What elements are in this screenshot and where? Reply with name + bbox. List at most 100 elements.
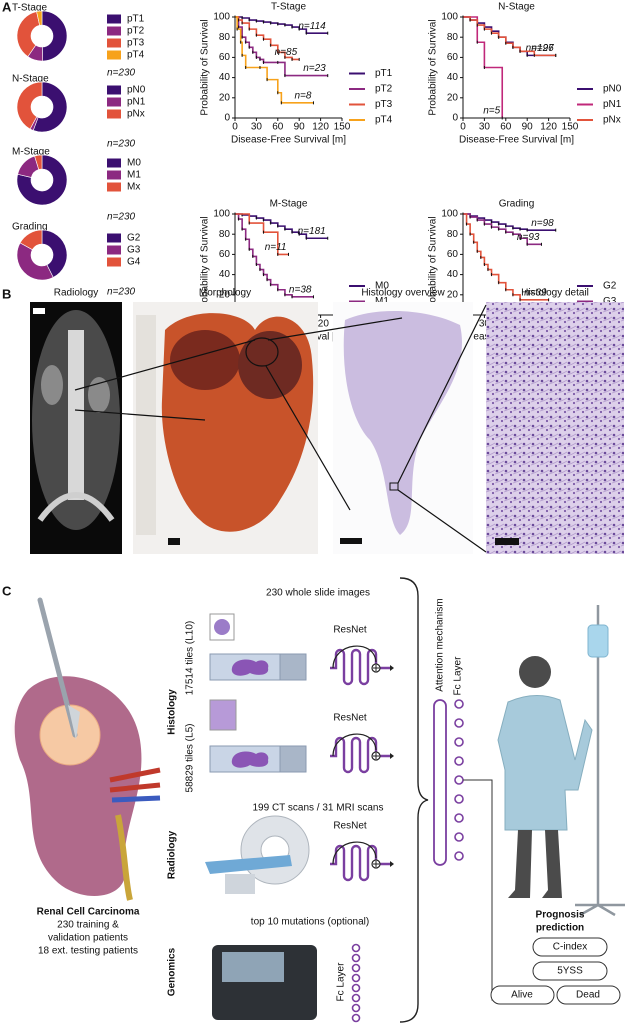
scanner-base — [225, 874, 255, 894]
specimen-kidney — [170, 330, 240, 390]
y-tick-label: 20 — [447, 289, 459, 300]
chart-note: n=230 — [107, 139, 136, 150]
chart-title: Grading — [12, 222, 48, 233]
legend-label: M0 — [127, 158, 141, 169]
output-title: Prognosis — [536, 910, 585, 921]
y-tick-label: 100 — [441, 209, 458, 220]
legend-label: G3 — [603, 296, 617, 307]
y-tick-label: 60 — [219, 52, 231, 63]
modality-label: Histology — [167, 689, 178, 735]
survival-curve — [235, 213, 289, 256]
x-tick-label: 150 — [562, 122, 579, 133]
ct-pelvis — [37, 492, 115, 522]
curve-label: n=23 — [303, 63, 326, 74]
iv-stand — [575, 605, 625, 917]
legend-label: pT4 — [375, 115, 393, 126]
curve-label: n=114 — [298, 21, 326, 32]
modality-label: Radiology — [167, 830, 178, 879]
x-tick-label: 0 — [232, 122, 238, 133]
ct-kidney — [41, 365, 63, 405]
chart-title: N-Stage — [498, 2, 535, 13]
curve-label: n=8 — [294, 90, 311, 101]
legend-swatch — [107, 170, 121, 180]
x-tick-label: 150 — [334, 122, 351, 133]
y-tick-label: 80 — [447, 229, 459, 240]
cohort-title: Renal Cell Carcinoma — [37, 907, 140, 918]
survival-curve — [235, 213, 314, 298]
curve-label: n=93 — [517, 232, 540, 243]
resnet-icon — [328, 644, 396, 686]
tile-icon — [214, 619, 230, 635]
y-tick-label: 80 — [447, 32, 459, 43]
tissue — [343, 310, 462, 535]
legend-label: M0 — [375, 281, 389, 292]
y-tick-label: 80 — [219, 32, 231, 43]
attention-block — [433, 699, 447, 866]
legend-label: pN0 — [127, 85, 146, 96]
detail-box — [389, 482, 399, 491]
network-label: ResNet — [333, 713, 367, 724]
scanner-table — [205, 855, 292, 874]
chart-title: Grading — [499, 199, 535, 210]
output-label: Dead — [576, 990, 600, 1001]
survival-curve — [463, 16, 504, 118]
module-label: Attention mechanism — [435, 598, 446, 691]
y-axis-label: Probability of Survival — [200, 19, 211, 115]
donut-slice — [19, 229, 43, 251]
layer-label: Fc Layer — [453, 656, 464, 696]
specimen-kidney — [238, 331, 302, 399]
legend-label: pT2 — [127, 26, 145, 37]
legend-swatch — [107, 26, 121, 36]
y-tick-label: 60 — [447, 52, 459, 63]
y-tick-label: 0 — [452, 113, 458, 124]
modality-note: 199 CT scans / 31 MRI scans — [253, 803, 384, 814]
network-label: ResNet — [333, 821, 367, 832]
legend-swatch — [107, 97, 121, 107]
output-title: prediction — [536, 923, 584, 934]
x-axis-label: Disease-Free Survival [m] — [459, 135, 574, 146]
y-tick-label: 40 — [219, 72, 231, 83]
scalpel-blade — [68, 705, 80, 740]
chart-note: n=230 — [107, 212, 136, 223]
ct-kidney — [88, 377, 110, 413]
survival-curve — [463, 213, 549, 301]
legend-label: M1 — [375, 296, 389, 307]
image-title: Histology overview — [361, 288, 445, 299]
histology-detail-image — [486, 302, 624, 554]
scale-bar — [33, 308, 45, 314]
panel-label: A — [2, 0, 12, 14]
modality-label: Genomics — [167, 947, 178, 996]
legend-label: G2 — [127, 233, 141, 244]
output-box — [556, 985, 621, 1005]
slide-icon — [209, 653, 307, 681]
y-tick-label: 20 — [447, 92, 459, 103]
legend-swatch — [107, 109, 121, 119]
y-tick-label: 40 — [219, 269, 231, 280]
image-title: Morphology — [199, 288, 251, 299]
x-tick-label: 0 — [460, 122, 466, 133]
x-tick-label: 90 — [522, 122, 534, 133]
legend-swatch — [107, 38, 121, 48]
network-label: ResNet — [333, 625, 367, 636]
legend-label: G3 — [127, 245, 141, 256]
ruler — [136, 315, 156, 535]
y-tick-label: 60 — [447, 249, 459, 260]
chart-title: M-Stage — [12, 147, 50, 158]
curve-label: n=5 — [483, 106, 500, 117]
panel-label: B — [2, 286, 11, 301]
ureter — [115, 814, 133, 901]
legend-swatch — [107, 245, 121, 255]
panel-label: C — [2, 583, 12, 598]
x-tick-label: 30 — [479, 122, 491, 133]
donut-slice — [34, 154, 43, 170]
x-axis-label: Disease-Free Survival [m] — [231, 135, 346, 146]
fc-nodes — [351, 943, 361, 1023]
iv-bag — [587, 624, 609, 658]
output-box — [532, 961, 608, 981]
legend-swatch — [107, 182, 121, 192]
curve-label: n=11 — [265, 242, 287, 253]
image-title: Radiology — [54, 288, 98, 299]
legend-label: G2 — [603, 281, 617, 292]
legend-swatch — [107, 14, 121, 24]
